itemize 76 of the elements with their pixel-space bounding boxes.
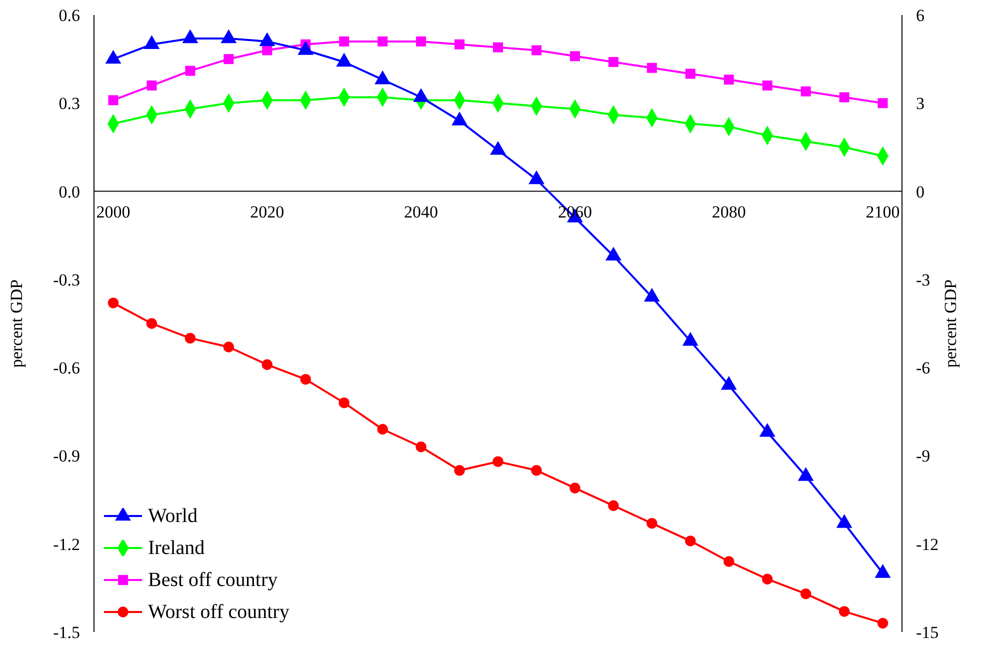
point: [300, 374, 311, 385]
point: [685, 536, 696, 546]
legend-label: Ireland: [148, 536, 205, 560]
point: [685, 68, 696, 79]
point: [377, 424, 388, 435]
point: [724, 556, 734, 567]
point: [454, 39, 465, 50]
point: [492, 456, 504, 467]
point: [836, 514, 852, 528]
y-tick-label: -0.3: [53, 270, 80, 290]
point: [724, 74, 734, 85]
y-tick-label: 0.3: [58, 94, 80, 114]
y2-tick-label: 0: [916, 182, 924, 202]
point: [184, 332, 196, 344]
point: [338, 397, 350, 408]
point: [378, 36, 388, 46]
point: [108, 95, 118, 106]
point: [720, 376, 737, 390]
point: [146, 318, 158, 329]
point: [877, 618, 888, 629]
x-tick-label: 2080: [712, 202, 746, 222]
y2-tick-label: 6: [916, 6, 924, 26]
point: [185, 66, 196, 76]
x-tick-label: 2100: [866, 202, 900, 222]
point: [223, 342, 234, 352]
point: [262, 359, 272, 370]
point: [570, 482, 580, 494]
point: [646, 62, 657, 73]
y2-tick-label: -3: [916, 270, 930, 290]
point: [762, 574, 773, 584]
point: [646, 518, 658, 529]
y-tick-label: -0.9: [53, 446, 80, 466]
point: [762, 80, 772, 91]
point: [878, 98, 888, 108]
point: [800, 588, 812, 600]
point: [493, 42, 503, 52]
point: [608, 500, 619, 512]
point: [798, 467, 814, 481]
point: [839, 92, 850, 102]
y-tick-label: 0.6: [58, 6, 80, 26]
point: [339, 36, 350, 46]
point: [146, 80, 157, 91]
y2-tick-label: -9: [916, 446, 930, 466]
y-tick-label: -1.5: [53, 623, 80, 642]
point: [800, 86, 811, 96]
y-tick-label: 0.0: [58, 182, 80, 202]
x-tick-label: 2020: [250, 202, 284, 222]
point: [531, 45, 542, 56]
x-tick-label: 2040: [404, 202, 438, 222]
point: [874, 564, 891, 578]
y2-tick-label: -6: [916, 358, 930, 378]
point: [108, 298, 119, 308]
legend-label: Best off country: [148, 568, 278, 592]
legend-label: World: [148, 504, 198, 528]
point: [605, 246, 622, 261]
point: [262, 45, 272, 56]
y2-tick-label: -12: [916, 534, 939, 554]
legend-label: Worst off country: [148, 600, 290, 624]
point: [682, 332, 698, 346]
point: [416, 442, 426, 452]
y-tick-label: -0.6: [53, 358, 80, 378]
x-tick-label: 2000: [96, 202, 130, 222]
point: [608, 57, 618, 68]
point: [224, 54, 234, 64]
point: [416, 36, 426, 46]
point: [838, 606, 850, 617]
point: [454, 465, 465, 476]
point: [644, 288, 660, 302]
y-tick-label: -1.2: [53, 534, 80, 554]
point: [759, 423, 776, 437]
y-axis-title: percent GDP: [7, 279, 26, 368]
point: [531, 465, 542, 476]
y2-tick-label: 3: [916, 94, 924, 114]
y2-tick-label: -15: [916, 623, 939, 642]
y2-axis-title: percent GDP: [941, 279, 960, 368]
point: [570, 51, 580, 62]
